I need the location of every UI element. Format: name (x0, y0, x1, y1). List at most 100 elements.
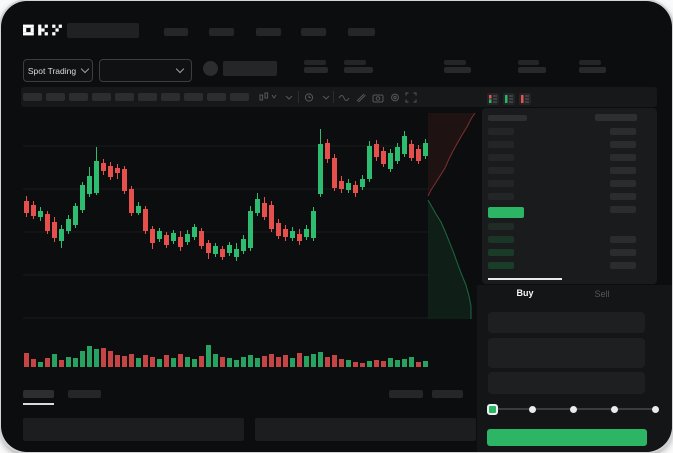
chevron-down-icon[interactable] (285, 92, 293, 103)
chevron-down-icon (175, 64, 185, 74)
chevron-down-icon[interactable] (322, 92, 330, 103)
candle-body (38, 211, 43, 217)
volume-bar (381, 361, 386, 367)
tab-sell[interactable]: Sell (594, 289, 610, 299)
pair-selector-dropdown[interactable] (99, 59, 192, 82)
skeleton-bar (304, 60, 326, 65)
orderbook-row-bar (610, 262, 636, 269)
slider-handle[interactable] (486, 403, 498, 415)
orderbook-view-both-icon[interactable] (487, 92, 499, 105)
last-price-bar (488, 207, 524, 218)
volume-bar (66, 357, 71, 367)
orderbook-row-bar (488, 167, 514, 174)
okx-logo (23, 24, 62, 36)
skeleton-bar (46, 93, 65, 101)
skeleton-bar (518, 67, 546, 73)
volume-bar (220, 357, 225, 367)
skeleton-bar (301, 28, 326, 36)
skeleton-bar (69, 93, 88, 101)
volume-bar (311, 354, 316, 367)
volume-bar (73, 358, 78, 367)
candle-body (339, 181, 344, 189)
candle-body (171, 233, 176, 241)
orderbook-row-bar (488, 236, 514, 243)
candlestick-chart[interactable] (21, 109, 481, 373)
volume-bar (339, 359, 344, 367)
tab-buy[interactable]: Buy (516, 288, 534, 298)
fullscreen-icon[interactable] (405, 92, 417, 103)
orderbook-row-bar (488, 180, 514, 187)
skeleton-bar (444, 67, 471, 73)
skeleton-bar (595, 114, 637, 121)
volume-bar (164, 355, 169, 367)
candle-body (80, 185, 85, 210)
candle-body (234, 249, 239, 257)
candle-body (192, 227, 197, 237)
skeleton-bar (344, 67, 373, 73)
skeleton-bar (518, 60, 539, 65)
candle-style-icon[interactable] (259, 92, 277, 103)
volume-bar (423, 361, 428, 367)
slider-stop[interactable] (529, 405, 537, 413)
slider-stop[interactable] (570, 405, 577, 413)
candle-body (227, 245, 232, 253)
candle-body (66, 219, 71, 231)
coin-avatar (203, 61, 218, 76)
volume-bar (304, 356, 309, 367)
volume-bar (402, 359, 407, 367)
skeleton-bar (23, 93, 42, 101)
candle-body (157, 231, 162, 239)
volume-bar (80, 351, 85, 367)
skeleton-bar (23, 390, 54, 398)
volume-bar (269, 354, 274, 367)
candle-body (395, 147, 400, 161)
skeleton-bar (304, 67, 328, 73)
candle-body (213, 246, 218, 254)
volume-bar (31, 359, 36, 367)
volume-bar (241, 357, 246, 367)
volume-bar (332, 355, 337, 367)
buy-submit-button[interactable] (487, 429, 647, 446)
volume-bar (171, 358, 176, 367)
candle-body (353, 185, 358, 193)
slider-stop[interactable] (651, 405, 659, 413)
draw-tool-icon[interactable] (355, 92, 367, 103)
volume-bar (24, 353, 29, 367)
order-price-input[interactable] (488, 312, 645, 333)
order-amount-input[interactable] (488, 338, 645, 368)
volume-bar (122, 356, 127, 367)
market-type-selector[interactable]: Spot Trading (23, 59, 93, 82)
skeleton-bar (579, 67, 606, 73)
skeleton-bar (92, 93, 111, 101)
volume-bar (290, 358, 295, 367)
volume-bar (227, 358, 232, 367)
candle-body (269, 205, 274, 229)
candle-body (143, 209, 148, 231)
volume-bar (52, 354, 57, 367)
orderbook-view-asks-icon[interactable] (519, 92, 531, 105)
settings-gear-icon[interactable] (389, 92, 401, 103)
skeleton-bar (444, 60, 466, 65)
candle-body (346, 183, 351, 190)
camera-icon[interactable] (372, 92, 384, 103)
skeleton-bar (344, 60, 366, 65)
candle-body (73, 206, 78, 225)
orderbook-row-bar (610, 206, 636, 213)
orderbook-row-bar (610, 154, 636, 161)
line-tool-icon[interactable] (338, 92, 350, 103)
active-tab-indicator (488, 278, 562, 280)
orderbook-row-bar (488, 193, 514, 200)
order-total-input[interactable] (488, 372, 645, 394)
candle-body (108, 166, 113, 177)
skeleton-bar (209, 28, 234, 36)
orderbook-row-bar (488, 249, 514, 256)
volume-bar (150, 357, 155, 367)
orderbook-row-bar (488, 223, 514, 230)
orderbook-view-bids-icon[interactable] (503, 92, 515, 105)
slider-stop[interactable] (610, 405, 618, 413)
volume-bar (213, 354, 218, 367)
indicator-icon[interactable] (304, 92, 317, 103)
orderbook-row-bar (488, 262, 514, 269)
candle-body (206, 243, 211, 253)
